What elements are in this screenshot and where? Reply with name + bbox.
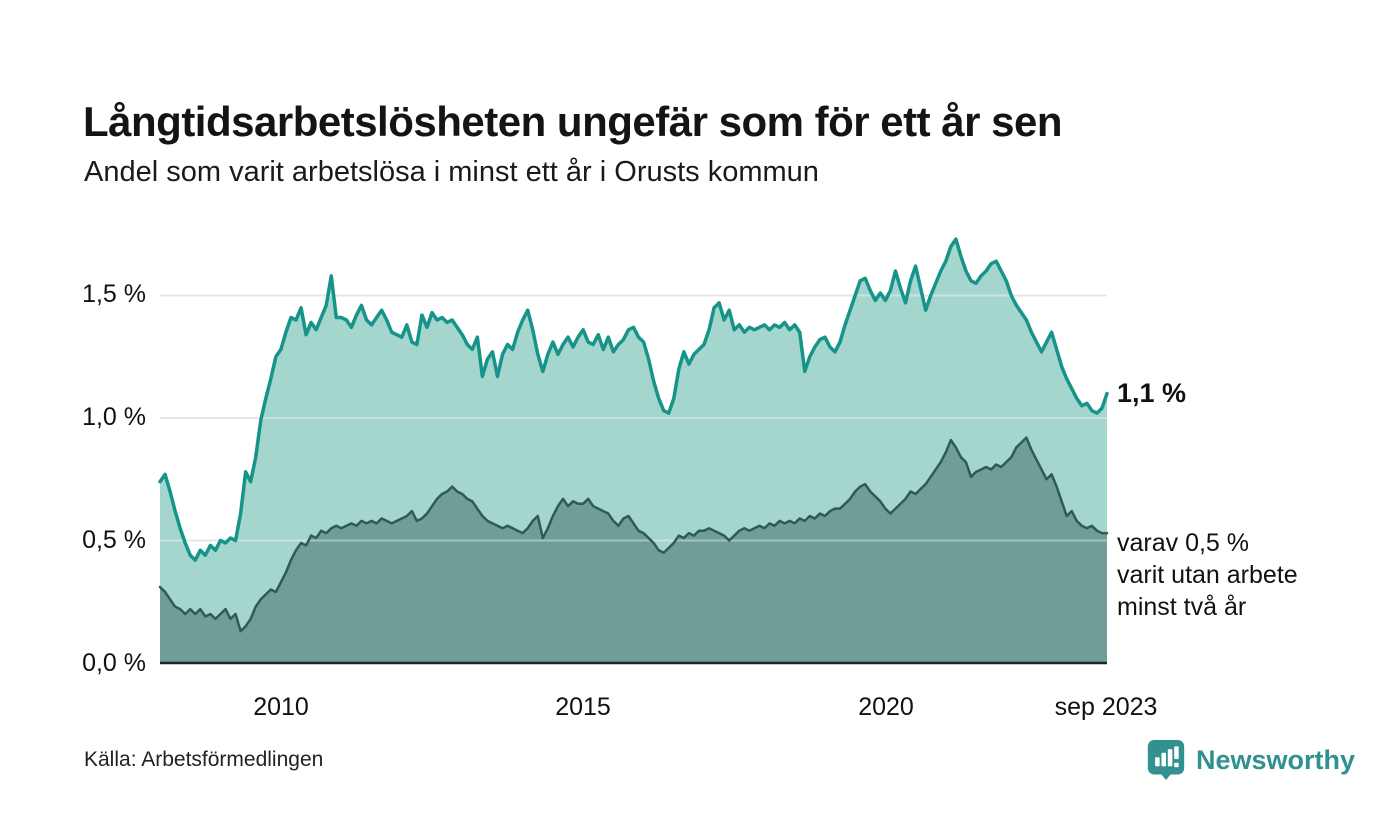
x-tick-2015: 2015 (555, 693, 611, 721)
source-note: Källa: Arbetsförmedlingen (84, 748, 324, 771)
y-tick-1-5: 1,5 % (82, 280, 146, 308)
y-tick-0-0: 0,0 % (82, 649, 146, 677)
page-title: Långtidsarbetslösheten ungefär som för e… (83, 98, 1063, 146)
line-minst-tva-ar (158, 436, 1109, 633)
x-tick-2020: 2020 (858, 693, 914, 721)
newsworthy-pin-icon (1147, 740, 1185, 780)
annotation-latest-value: 1,1 % (1117, 378, 1187, 408)
x-tick-2010: 2010 (253, 693, 309, 721)
annotation-line-2: varit utan arbete (1117, 561, 1298, 589)
x-tick-sep-2023: sep 2023 (1054, 693, 1158, 721)
y-tick-0-5: 0,5 % (82, 526, 146, 554)
area-minst-tva-ar (160, 437, 1107, 663)
line-minst-ett-ar (158, 237, 1109, 562)
annotation-two-year-value: varav 0,5 % varit utan arbete minst två … (1117, 527, 1298, 623)
annotation-line-1: varav 0,5 % (1117, 529, 1250, 557)
annotation-line-3: minst två år (1117, 593, 1247, 621)
y-tick-1-0: 1,0 % (82, 403, 146, 431)
brand-logo: Newsworthy (1146, 737, 1355, 783)
brand-name: Newsworthy (1196, 744, 1356, 775)
page-subtitle: Andel som varit arbetslösa i minst ett å… (84, 156, 819, 188)
